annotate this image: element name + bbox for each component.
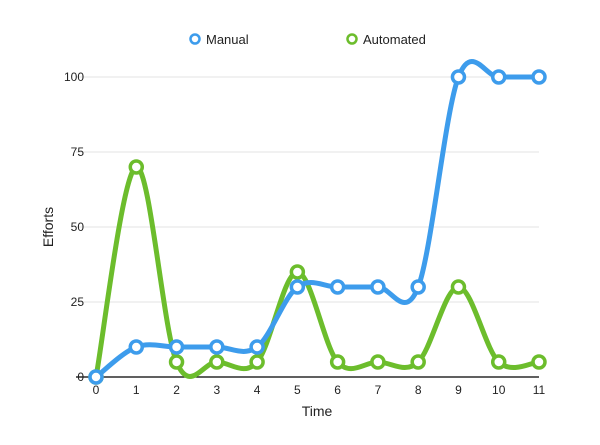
- data-point-manual[interactable]: [410, 279, 426, 295]
- y-tick-labels: 0 25 50 75 100: [64, 70, 84, 384]
- legend-marker-manual: [189, 33, 201, 45]
- data-point-manual[interactable]: [209, 339, 225, 355]
- x-tick-label: 11: [533, 383, 546, 397]
- x-tick-label: 9: [455, 383, 462, 397]
- data-point-automated[interactable]: [249, 354, 265, 370]
- data-point-manual[interactable]: [289, 279, 306, 295]
- x-tick-label: 4: [254, 383, 261, 397]
- data-point-automated[interactable]: [531, 354, 547, 370]
- data-point-manual[interactable]: [128, 339, 145, 355]
- data-point-manual[interactable]: [168, 339, 185, 355]
- data-point-automated[interactable]: [490, 354, 507, 370]
- series-line-manual: [93, 59, 542, 380]
- legend-label-automated: Automated: [363, 32, 426, 47]
- y-axis-title: Efforts: [40, 207, 56, 247]
- series-lines: [93, 59, 542, 380]
- data-point-automated[interactable]: [329, 354, 346, 370]
- x-tick-label: 5: [294, 383, 301, 397]
- y-tick-label: 25: [71, 295, 85, 309]
- data-point-manual[interactable]: [329, 279, 346, 295]
- data-point-automated[interactable]: [289, 264, 306, 280]
- data-point-manual[interactable]: [249, 339, 265, 355]
- legend-item-automated[interactable]: Automated: [346, 32, 426, 47]
- series-markers: [88, 69, 547, 385]
- data-point-automated[interactable]: [410, 354, 426, 370]
- data-point-automated[interactable]: [168, 354, 185, 370]
- data-point-manual[interactable]: [490, 69, 507, 85]
- x-tick-label: 6: [334, 383, 341, 397]
- data-point-manual[interactable]: [370, 279, 386, 295]
- y-tick-label: 0: [77, 370, 84, 384]
- x-axis-title: Time: [302, 403, 333, 419]
- legend-item-manual[interactable]: Manual: [189, 32, 249, 47]
- legend-marker-automated: [346, 33, 358, 45]
- x-tick-labels: 0 1 2 3 4 5 6 7 8 9 10 11: [93, 383, 546, 397]
- data-point-manual[interactable]: [88, 369, 104, 385]
- data-point-manual[interactable]: [450, 69, 467, 85]
- data-point-automated[interactable]: [209, 354, 225, 370]
- data-point-manual[interactable]: [531, 69, 547, 85]
- x-tick-label: 7: [375, 383, 382, 397]
- data-point-automated[interactable]: [370, 354, 386, 370]
- x-tick-label: 3: [213, 383, 220, 397]
- legend-label-manual: Manual: [206, 32, 249, 47]
- legend: Manual Automated: [189, 32, 426, 47]
- data-point-automated[interactable]: [128, 159, 145, 175]
- y-tick-label: 50: [71, 220, 85, 234]
- x-tick-label: 10: [492, 383, 506, 397]
- x-tick-label: 8: [415, 383, 422, 397]
- y-tick-label: 100: [64, 70, 84, 84]
- x-tick-label: 2: [173, 383, 180, 397]
- data-point-automated[interactable]: [450, 279, 467, 295]
- y-tick-label: 75: [71, 145, 85, 159]
- x-tick-label: 1: [133, 383, 140, 397]
- x-tick-label: 0: [93, 383, 100, 397]
